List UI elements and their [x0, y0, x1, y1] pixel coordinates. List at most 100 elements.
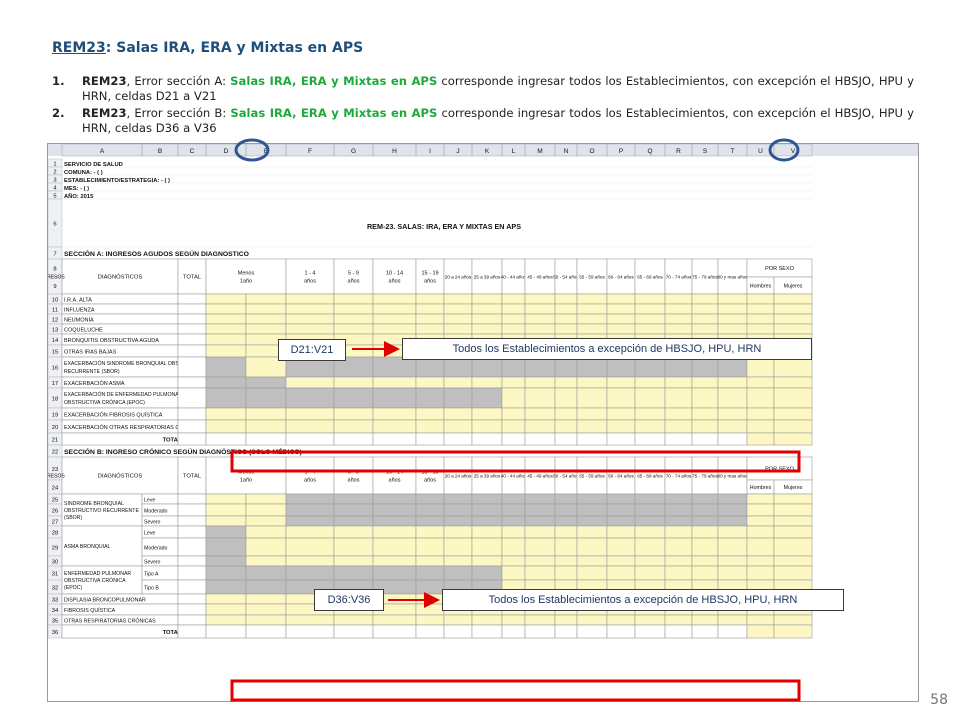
blocked-cell [664, 503, 693, 517]
header-menos: Menos [238, 470, 255, 476]
data-cell [415, 293, 445, 305]
data-cell [717, 313, 748, 325]
data-cell [576, 537, 608, 557]
range-label-a: D21:V21 [278, 339, 346, 361]
blocked-cell [471, 356, 503, 378]
data-cell [664, 407, 693, 421]
data-cell [606, 525, 636, 539]
data-cell [746, 614, 775, 626]
data-cell [285, 407, 335, 421]
header-menos-cell [205, 456, 287, 495]
severity-label: Severo [144, 559, 161, 565]
data-cell [245, 537, 287, 557]
total-row-cell [372, 432, 417, 446]
data-cell [746, 303, 775, 315]
row-number: 3 [53, 178, 56, 184]
blocked-cell [372, 356, 417, 378]
data-cell [471, 407, 503, 421]
data-cell [634, 323, 666, 335]
header-sexo: POR SEXO [765, 467, 794, 473]
total-row-cell [773, 624, 813, 639]
data-cell [717, 387, 748, 409]
data-cell [333, 376, 374, 389]
total-row-cell [501, 432, 526, 446]
data-cell [471, 376, 503, 389]
data-cell [664, 614, 693, 626]
blocked-cell [634, 515, 666, 527]
data-cell [554, 303, 578, 315]
data-cell [205, 333, 247, 346]
column-header-label: V [791, 148, 796, 155]
data-cell [691, 525, 719, 539]
header-age-cell [576, 258, 608, 295]
total-row-cell [576, 624, 608, 639]
row-number: 6 [53, 222, 56, 228]
data-cell [205, 503, 247, 517]
diag-cell [61, 432, 179, 446]
heading-rest: : Salas IRA, ERA y Mixtas en APS [105, 40, 364, 56]
info-row-label: ESTABLECIMIENTO/ESTRATEGIA: - ( ) [64, 178, 170, 184]
blocked-cell [664, 493, 693, 505]
header-age: 65 - 69 años [637, 275, 663, 280]
data-cell [606, 323, 636, 335]
row-number: 18 [52, 397, 58, 403]
blocked-cell [415, 356, 445, 378]
data-cell [524, 537, 556, 557]
blocked-cell [524, 493, 556, 505]
blocked-cell [501, 356, 526, 378]
data-cell [717, 614, 748, 626]
data-cell [746, 515, 775, 527]
data-cell [634, 565, 666, 581]
diag-group-label: SINDROME BRONQUIAL [64, 501, 124, 507]
data-cell [576, 293, 608, 305]
row-number: 34 [52, 608, 59, 614]
data-cell [746, 419, 775, 434]
severity-label: Moderado [144, 545, 167, 551]
total-row-cell [285, 624, 335, 639]
header-age: años [348, 279, 360, 285]
data-cell [501, 614, 526, 626]
data-cell [717, 376, 748, 389]
header-diag-cell [61, 456, 179, 495]
blocked-cell [471, 493, 503, 505]
data-cell [576, 555, 608, 567]
column-header-label: C [190, 148, 195, 155]
data-cell [501, 537, 526, 557]
data-cell [554, 376, 578, 389]
data-cell [554, 323, 578, 335]
blocked-cell [372, 387, 417, 409]
blocked-cell [205, 579, 247, 595]
diag-group-label: ASMA BRONQUIAL [64, 544, 111, 550]
data-cell [576, 323, 608, 335]
data-cell [285, 293, 335, 305]
item-text: , Error sección B: [126, 106, 231, 120]
data-cell [717, 303, 748, 315]
blocked-cell [634, 356, 666, 378]
diag-label: BRONQUITIS OBSTRUCTIVA AGUDA [64, 338, 159, 344]
instruction-item-1: 1. REM23, Error sección A: Salas IRA, ERA… [52, 74, 914, 104]
diag-label: OBSTRUCTIVA CRÓNICA (EPOC) [64, 399, 145, 406]
data-cell [333, 419, 374, 434]
blocked-cell [501, 493, 526, 505]
total-cell [177, 525, 207, 539]
data-cell [415, 419, 445, 434]
data-cell [415, 323, 445, 335]
header-age: años [424, 279, 436, 285]
blocked-cell [285, 565, 335, 581]
blocked-cell [634, 493, 666, 505]
item-green-text: Salas IRA, ERA y Mixtas en APS [230, 106, 438, 120]
row-number: 29 [52, 546, 58, 552]
item-code: REM23 [82, 106, 127, 120]
total-row-cell [691, 432, 719, 446]
data-cell [333, 293, 374, 305]
data-cell [691, 303, 719, 315]
data-cell [773, 407, 813, 421]
data-cell [415, 407, 445, 421]
data-cell [285, 614, 335, 626]
data-cell [372, 303, 417, 315]
row-number: 36 [52, 630, 58, 636]
data-cell [524, 614, 556, 626]
diag-cell [61, 624, 179, 639]
diag-label: DISPLASIA BRONCOPULMONAR [64, 598, 146, 604]
header-age: 55 - 59 años [579, 275, 605, 280]
